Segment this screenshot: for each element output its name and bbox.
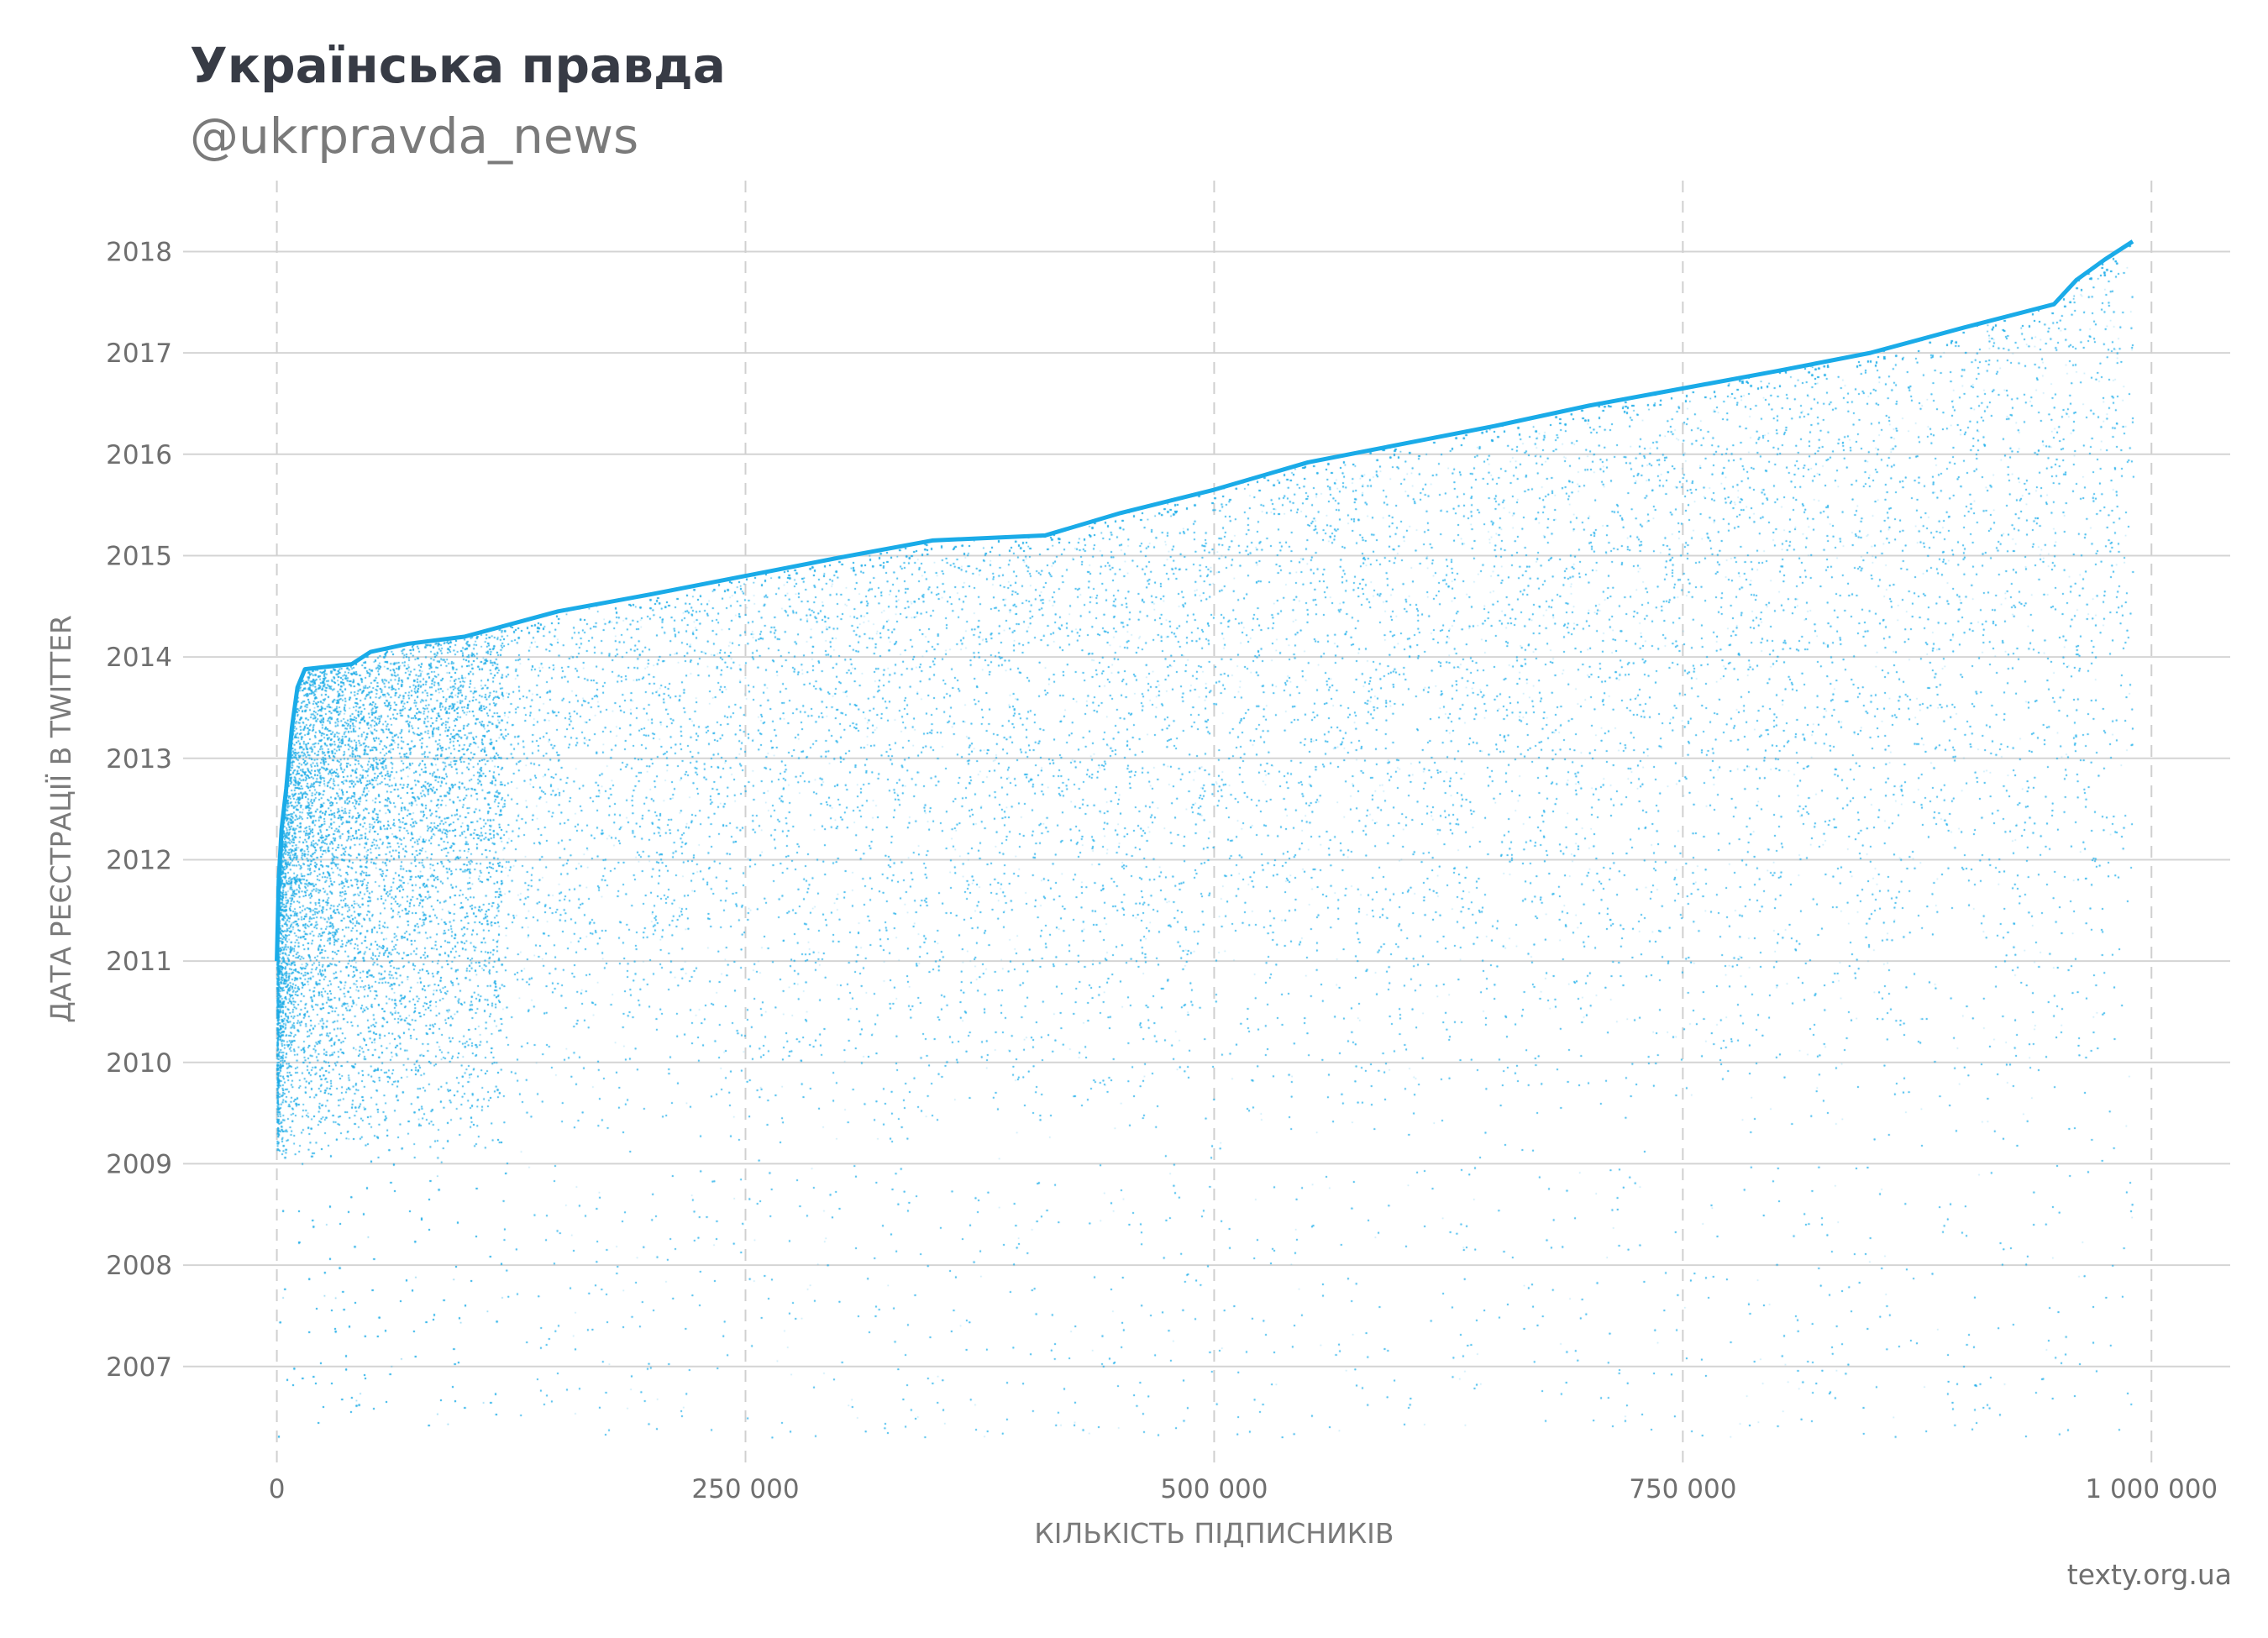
y-tick-label: 2008 xyxy=(106,1251,172,1281)
y-tick-label: 2007 xyxy=(106,1352,172,1383)
y-tick-label: 2011 xyxy=(106,947,172,977)
y-tick-label: 2015 xyxy=(106,541,172,571)
source-credit: texty.org.ua xyxy=(2066,1558,2232,1591)
y-tick-label: 2012 xyxy=(106,845,172,875)
x-tick-label: 0 xyxy=(269,1474,286,1504)
x-tick-label: 1 000 000 xyxy=(2085,1474,2218,1504)
x-tick-label: 250 000 xyxy=(691,1474,799,1504)
x-tick-label: 500 000 xyxy=(1160,1474,1268,1504)
x-tick-label: 750 000 xyxy=(1629,1474,1736,1504)
y-axis-ticks: 2007 2008 2009 2010 2011 2012 2013 2014 2015 2016… xyxy=(106,237,172,1382)
y-tick-label: 2013 xyxy=(106,744,172,774)
points-layer xyxy=(183,181,2230,1466)
y-tick-label: 2010 xyxy=(106,1048,172,1079)
envelope-line xyxy=(275,239,2134,962)
y-tick-label: 2014 xyxy=(106,643,172,673)
chart-title: Українська правда xyxy=(190,37,726,94)
x-axis-ticks: 0 250 000 500 000 750 000 1 000 000 xyxy=(269,1474,2218,1504)
y-tick-label: 2009 xyxy=(106,1149,172,1179)
y-tick-label: 2016 xyxy=(106,440,172,470)
x-axis-label: КІЛЬКІСТЬ ПІДПИСНИКІВ xyxy=(1034,1517,1394,1550)
chart-subtitle: @ukrpravda_news xyxy=(190,108,639,165)
y-tick-label: 2017 xyxy=(106,339,172,369)
y-tick-label: 2018 xyxy=(106,237,172,267)
scatter-points xyxy=(183,181,2230,1466)
y-axis-label: ДАТА РЕЄСТРАЦІЇ В TWITTER xyxy=(45,615,77,1023)
upper-envelope xyxy=(275,239,2134,962)
